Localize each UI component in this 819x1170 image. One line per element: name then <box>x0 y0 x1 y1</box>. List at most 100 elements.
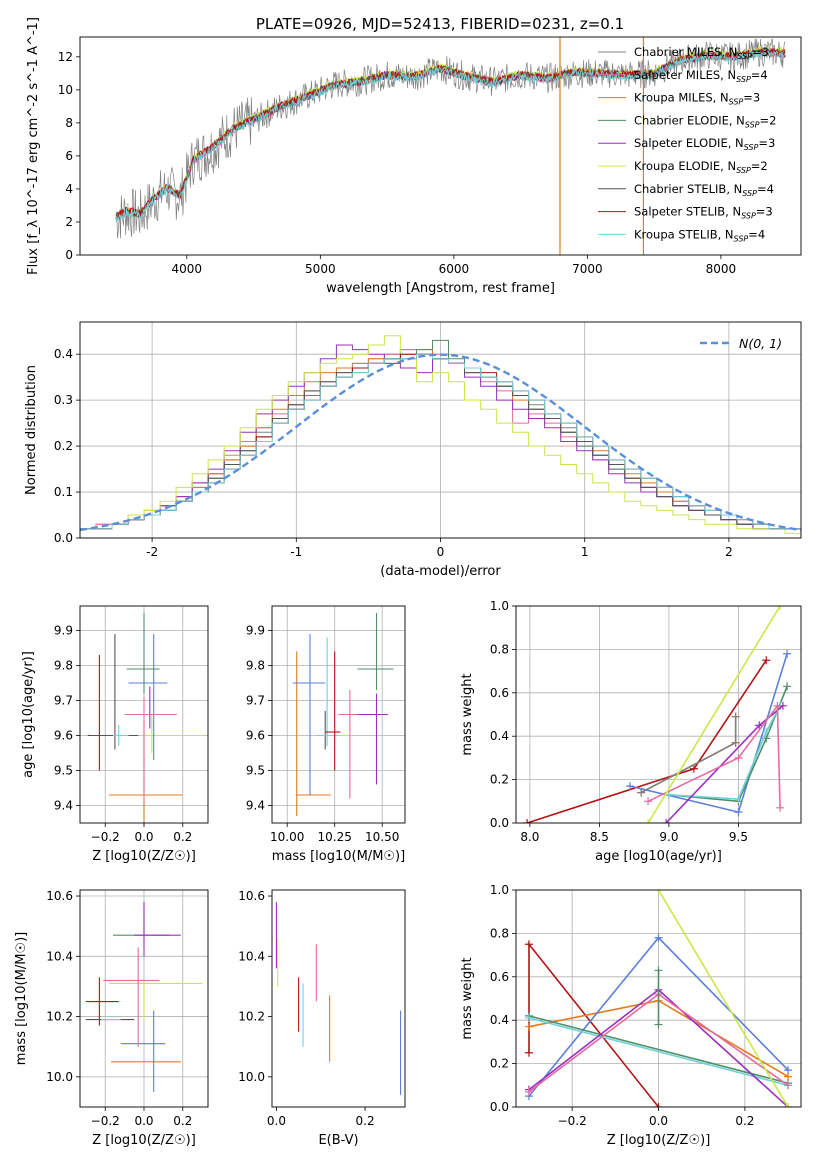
x-axis-label: mass [log10(M/M☉)] <box>272 849 405 864</box>
spectrum-series <box>115 45 786 219</box>
weight-marker <box>637 788 646 797</box>
y-tick-label: 10.0 <box>46 1070 73 1084</box>
weight-marker <box>626 782 634 791</box>
x-tick-label: 9.5 <box>729 830 748 844</box>
x-tick-label: 0.0 <box>134 830 153 844</box>
plot-frame <box>271 605 406 824</box>
x-tick-label: 0 <box>437 545 445 559</box>
x-tick-label: 1 <box>581 545 589 559</box>
weight-marker <box>654 1020 663 1029</box>
y-tick-label: 0.4 <box>490 1013 509 1027</box>
weight-marker <box>731 738 740 747</box>
weight-series <box>668 705 781 800</box>
y-tick-label: 6 <box>65 149 73 163</box>
spectrum-lines <box>115 37 786 255</box>
weight-marker <box>762 656 771 665</box>
y-tick-label: 0.4 <box>490 729 509 743</box>
plot-frame <box>79 605 209 824</box>
x-tick-label: 9.0 <box>659 830 678 844</box>
weight-marker <box>689 764 698 773</box>
legend-label: Chabrier ELODIE, NSSP=2 <box>634 113 776 129</box>
y-tick-label: 0.0 <box>490 1100 509 1114</box>
legend-label: Salpeter ELODIE, NSSP=3 <box>634 136 775 152</box>
errorbars-mass_vs_ebv <box>275 902 402 1095</box>
weight-marker <box>773 701 782 710</box>
x-tick-label: -1 <box>290 545 302 559</box>
plot-frame <box>79 889 209 1108</box>
y-tick-label: 8 <box>65 116 73 130</box>
histogram-series <box>80 335 801 538</box>
x-tick-label: 7000 <box>572 262 603 276</box>
y-tick-label: 9.7 <box>246 694 265 708</box>
x-axis-label: age [log10(age/yr)] <box>595 849 722 864</box>
x-tick-label: −0.2 <box>91 1114 120 1128</box>
y-tick-label: 10.6 <box>46 889 73 903</box>
figure-title: PLATE=0926, MJD=52413, FIBERID=0231, z=0… <box>256 15 624 33</box>
y-tick-label: 10.2 <box>46 1010 73 1024</box>
weight-marker <box>762 727 771 736</box>
x-tick-label: 0.2 <box>173 830 192 844</box>
y-tick-label: 9.7 <box>54 694 73 708</box>
plot-frame <box>79 36 802 256</box>
x-tick-label: 8.0 <box>520 830 539 844</box>
y-tick-label: 0.2 <box>490 1057 509 1071</box>
errorbars-age_vs_mass <box>292 613 394 816</box>
y-tick-label: 0.3 <box>54 393 73 407</box>
axes-mass_vs_ebv: 0.0 0.2 10.0 10.2 10.4 10.6 E(B-V) <box>238 889 374 1148</box>
spectrum-series <box>115 37 786 239</box>
weight-series <box>528 1015 789 1084</box>
lines-weight_vs_age <box>523 606 792 823</box>
axes-mass_vs_Z: −0.2 0.0 0.2 10.0 10.2 10.4 10.6 Z [log10(Z/Z☉)… <box>14 889 208 1148</box>
legend-label: N(0, 1) <box>739 336 782 351</box>
y-tick-label: 9.5 <box>54 764 73 778</box>
weight-marker <box>523 819 532 823</box>
weight-marker <box>734 808 743 817</box>
weight-marker <box>654 1103 663 1107</box>
x-tick-label: 5000 <box>305 262 336 276</box>
y-tick-label: 0.8 <box>490 642 509 656</box>
weight-marker <box>524 1087 533 1096</box>
plot-frame <box>271 889 406 1108</box>
y-tick-label: 9.6 <box>246 729 265 743</box>
x-tick-label: 8000 <box>706 262 737 276</box>
y-tick-label: 9.8 <box>246 659 265 673</box>
weight-marker <box>784 1081 793 1090</box>
y-tick-label: 10.0 <box>238 1070 265 1084</box>
x-tick-label: 0.0 <box>267 1114 286 1128</box>
weight-marker <box>644 819 653 823</box>
y-tick-label: 9.5 <box>246 764 265 778</box>
y-tick-label: 9.9 <box>246 624 265 638</box>
y-tick-label: 9.9 <box>54 624 73 638</box>
plots-layer: 4000 5000 6000 7000 8000024681012wavelength … <box>14 17 802 1148</box>
x-tick-label: -2 <box>146 545 158 559</box>
y-tick-label: 10 <box>58 83 73 97</box>
weight-marker <box>731 712 740 721</box>
axes-residuals: -2 -1 0 1 2 0.0 0.1 0.2 0.3 0.4 (data-model)/error… <box>24 322 801 579</box>
x-tick-label: 2 <box>725 545 733 559</box>
residual-legend: N(0, 1) <box>700 336 782 351</box>
normal-curve <box>80 353 801 532</box>
axes-age_vs_Z: −0.2 0.0 0.2 9.4 9.5 9.6 9.7 9.8 9.9 Z [log10(Z/Z… <box>21 606 208 864</box>
x-axis-label: E(B-V) <box>318 1133 358 1148</box>
plot-frame <box>79 321 802 539</box>
y-axis-label: Normed distribution <box>24 365 39 495</box>
weight-marker <box>734 795 743 804</box>
weight-series <box>647 606 781 823</box>
axes-spectrum: 4000 5000 6000 7000 8000 0 2 4 6 8 10 12 wavelength … <box>26 17 736 296</box>
legend-label: Chabrier STELIB, NSSP=4 <box>634 182 774 198</box>
weight-marker <box>644 797 653 806</box>
y-tick-label: 0.6 <box>490 970 509 984</box>
y-axis-label: mass [log10(M/M☉)] <box>14 932 29 1065</box>
x-tick-label: 0.0 <box>134 1114 153 1128</box>
weight-marker <box>734 753 743 762</box>
weight-marker <box>662 819 671 823</box>
weight-marker <box>784 1066 793 1075</box>
spectrum-legend: Chabrier MILES, NSSP=3 Salpeter MILES, NS… <box>598 45 776 243</box>
errorbars-mass_vs_Z <box>85 902 203 1092</box>
axes-weight_vs_age: 8.0 8.5 9.0 9.5 0.0 0.2 0.4 0.6 0.8 1.0 age [log10… <box>460 599 801 864</box>
weight-marker <box>654 933 663 942</box>
y-axis-label: mass weight <box>460 673 475 755</box>
histogram-series <box>80 353 801 538</box>
y-tick-label: 9.6 <box>54 729 73 743</box>
y-tick-label: 10.4 <box>238 949 265 963</box>
